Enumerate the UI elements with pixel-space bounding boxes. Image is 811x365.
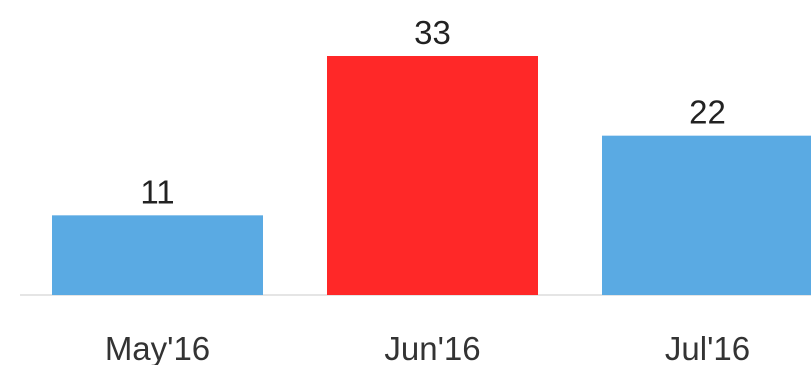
bars-group: [52, 56, 811, 295]
data-label-0: 11: [140, 173, 174, 210]
bar-2: [602, 135, 811, 295]
value-labels-group: 11 33 22: [140, 14, 725, 210]
x-tick-label-0: May'16: [105, 330, 210, 365]
bar-1: [327, 56, 538, 295]
tick-labels-group: May'16 Jun'16 Jul'16: [105, 330, 750, 365]
x-tick-label-2: Jul'16: [665, 330, 750, 365]
x-tick-label-1: Jun'16: [384, 330, 480, 365]
bar-0: [52, 215, 263, 295]
data-label-2: 22: [689, 94, 726, 131]
data-label-1: 33: [414, 14, 451, 51]
